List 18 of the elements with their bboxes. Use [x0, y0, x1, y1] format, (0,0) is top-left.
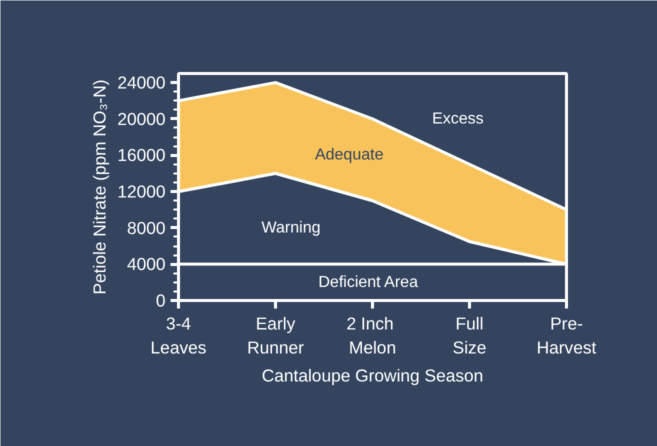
y-tick-label: 20000 [117, 108, 166, 129]
x-tick-label: Pre- Harvest [536, 314, 597, 358]
y-tick-label: 16000 [117, 145, 166, 166]
x-axis-title: Cantaloupe Growing Season [262, 366, 484, 386]
x-tick-label: 3-4 Leaves [150, 314, 207, 358]
annotation: Warning [262, 219, 321, 236]
y-axis-title: Petiole Nitrate (ppm NO₃-N) [89, 79, 110, 295]
annotation: Deficient Area [318, 274, 418, 291]
y-tick-label: 24000 [117, 72, 166, 93]
x-tick-label: Early Runner [247, 314, 304, 358]
x-tick-label: Full Size [452, 314, 486, 358]
annotation: Adequate [314, 146, 384, 164]
y-tick-label: 0 [156, 290, 166, 310]
y-tick-label: 8000 [126, 218, 166, 238]
y-tick-label: 4000 [126, 254, 166, 274]
annotation: Excess [432, 110, 484, 128]
x-tick-label: 2 Inch Melon [346, 314, 396, 358]
y-tick-label: 12000 [117, 182, 166, 202]
